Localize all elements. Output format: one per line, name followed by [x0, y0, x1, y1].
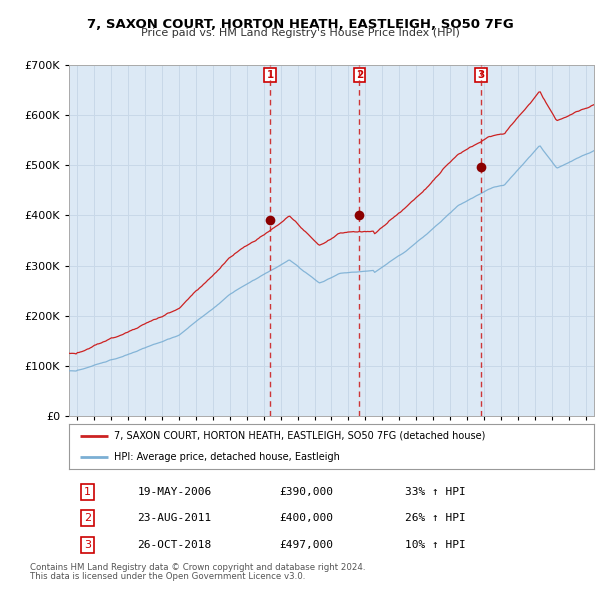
- Text: £400,000: £400,000: [279, 513, 333, 523]
- Text: 10% ↑ HPI: 10% ↑ HPI: [405, 540, 466, 550]
- Text: 1: 1: [266, 70, 274, 80]
- Text: 7, SAXON COURT, HORTON HEATH, EASTLEIGH, SO50 7FG (detached house): 7, SAXON COURT, HORTON HEATH, EASTLEIGH,…: [113, 431, 485, 441]
- Text: HPI: Average price, detached house, Eastleigh: HPI: Average price, detached house, East…: [113, 452, 340, 462]
- Text: This data is licensed under the Open Government Licence v3.0.: This data is licensed under the Open Gov…: [30, 572, 305, 581]
- Text: Contains HM Land Registry data © Crown copyright and database right 2024.: Contains HM Land Registry data © Crown c…: [30, 563, 365, 572]
- Text: 2: 2: [356, 70, 363, 80]
- Text: 7, SAXON COURT, HORTON HEATH, EASTLEIGH, SO50 7FG: 7, SAXON COURT, HORTON HEATH, EASTLEIGH,…: [86, 18, 514, 31]
- Text: 19-MAY-2006: 19-MAY-2006: [137, 487, 212, 497]
- Text: 1: 1: [84, 487, 91, 497]
- Text: £390,000: £390,000: [279, 487, 333, 497]
- Text: 3: 3: [84, 540, 91, 550]
- Text: 23-AUG-2011: 23-AUG-2011: [137, 513, 212, 523]
- Text: 26-OCT-2018: 26-OCT-2018: [137, 540, 212, 550]
- Text: Price paid vs. HM Land Registry's House Price Index (HPI): Price paid vs. HM Land Registry's House …: [140, 28, 460, 38]
- Text: 26% ↑ HPI: 26% ↑ HPI: [405, 513, 466, 523]
- Text: 2: 2: [84, 513, 91, 523]
- Text: 33% ↑ HPI: 33% ↑ HPI: [405, 487, 466, 497]
- Text: £497,000: £497,000: [279, 540, 333, 550]
- Text: 3: 3: [477, 70, 484, 80]
